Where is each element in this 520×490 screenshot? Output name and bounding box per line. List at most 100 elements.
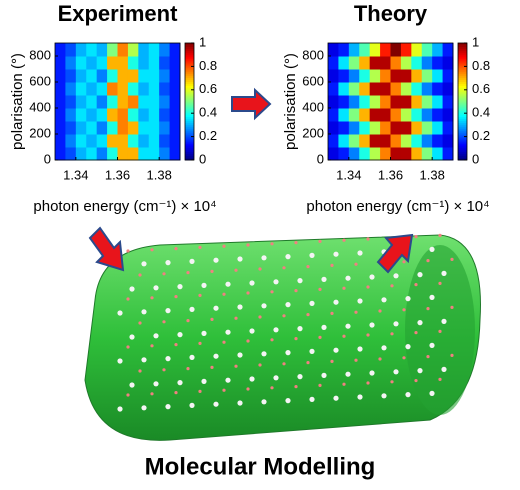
heat-cell (432, 69, 444, 83)
heat-cell (107, 43, 118, 57)
atom-h (390, 284, 394, 288)
heat-cell (421, 82, 433, 96)
heat-cell (421, 56, 433, 70)
colorbar-tick-label: 0.4 (472, 105, 490, 120)
heat-cell (148, 108, 160, 122)
heat-cell (169, 82, 181, 96)
colorbar-step (458, 115, 467, 118)
heat-cell (359, 147, 371, 161)
atom (393, 321, 399, 327)
colorbar-step (185, 99, 194, 102)
atom-h (174, 391, 178, 395)
atom-h (162, 320, 166, 324)
atom-h (438, 377, 442, 381)
atom-h (414, 283, 418, 287)
colorbar-step (185, 148, 194, 151)
heat-cell (117, 108, 129, 122)
molecule-illustration (84, 233, 481, 441)
colorbar-step (458, 46, 467, 50)
x-tick-label: 1.34 (63, 167, 88, 182)
colorbar-step (458, 148, 467, 151)
colorbar-step (185, 76, 194, 79)
atom (213, 401, 219, 407)
atom (441, 318, 447, 324)
heat-cell (328, 134, 339, 148)
heat-cell (138, 95, 150, 109)
colorbar-step (458, 62, 467, 65)
heat-cell (127, 69, 139, 83)
heat-cell (148, 82, 160, 96)
heat-cell (148, 69, 160, 83)
heat-cell (75, 69, 87, 83)
y-tick-label: 800 (29, 47, 51, 62)
colorbar-step (185, 105, 194, 108)
atom (381, 393, 387, 399)
heat-cell (421, 95, 433, 109)
y-axis-label: polarisation (°) (282, 53, 299, 150)
atom-h (306, 361, 310, 365)
colorbar-step (458, 48, 467, 52)
atom (249, 328, 255, 334)
atom-h (294, 289, 298, 293)
colorbar-step (185, 101, 194, 104)
atom (333, 299, 339, 305)
heat-cell (380, 108, 391, 122)
heat-cell (96, 69, 108, 83)
atom (429, 246, 435, 252)
heat-cell (55, 121, 66, 135)
heat-cell (369, 121, 381, 135)
atom-h (426, 307, 430, 311)
atom-h (210, 269, 214, 273)
atom (117, 358, 123, 364)
atom-h (198, 293, 202, 297)
heat-cell (411, 134, 423, 148)
atom (309, 348, 315, 354)
atom (237, 352, 243, 358)
heat-cell (369, 134, 381, 148)
heat-cell (348, 95, 360, 109)
heat-cell (55, 134, 66, 148)
heat-cell (421, 134, 433, 148)
colorbar-step (458, 58, 467, 62)
heat-cell (328, 108, 339, 122)
atom (117, 406, 123, 412)
heat-cell (421, 121, 433, 135)
atom (237, 400, 243, 406)
heat-cell (75, 147, 87, 161)
atom-h (342, 238, 346, 242)
atom-h (270, 386, 274, 390)
atom-h (294, 241, 298, 245)
atom (333, 347, 339, 353)
colorbar-tick-label: 0.6 (199, 81, 217, 96)
heat-cell (65, 121, 77, 135)
atom-h (402, 308, 406, 312)
atom-h (222, 340, 226, 344)
colorbar-step (185, 62, 194, 65)
atom (225, 377, 231, 383)
atom (285, 350, 291, 356)
atom-h (330, 311, 334, 315)
heat-cell (411, 43, 423, 57)
heat-cell (338, 43, 350, 57)
heat-cell (338, 147, 350, 161)
colorbar-step (458, 83, 467, 87)
heat-cell (328, 82, 339, 96)
heat-cell (338, 56, 350, 70)
atom (261, 351, 267, 357)
atom (261, 255, 267, 261)
y-tick-label: 800 (302, 47, 324, 62)
colorbar-step (185, 43, 194, 46)
heat-cell (338, 121, 350, 135)
colorbar-step (458, 152, 467, 155)
atom (201, 330, 207, 336)
atom-h (234, 316, 238, 320)
atom (225, 329, 231, 335)
heat-cell (117, 69, 129, 83)
colorbar-step (185, 54, 194, 58)
atom (273, 279, 279, 285)
heat-cell (148, 134, 160, 148)
atom-h (282, 266, 286, 270)
atom-h (186, 271, 190, 275)
heat-cell (348, 43, 360, 57)
heat-cell (55, 108, 66, 122)
